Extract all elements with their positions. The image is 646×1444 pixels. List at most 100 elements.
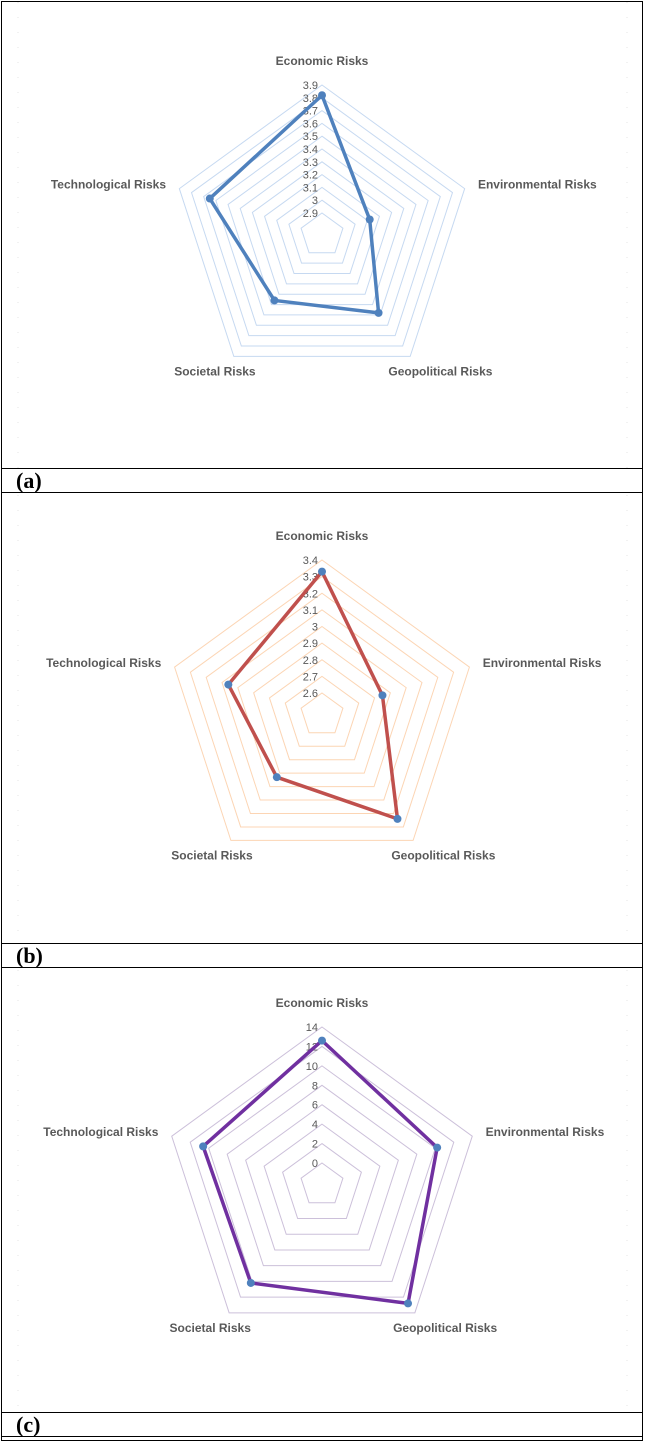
- panel-caption-c: (c): [2, 1412, 643, 1437]
- tick-label: 3.9: [303, 80, 318, 92]
- category-label: Technological Risks: [43, 1125, 158, 1139]
- category-labels: Economic Risks Environmental Risks Geopoli…: [43, 996, 604, 1335]
- data-point: [205, 194, 214, 203]
- data-point: [318, 567, 326, 576]
- data-point: [224, 680, 233, 689]
- tick-label: 3.4: [303, 144, 318, 156]
- tick-label: 3.6: [303, 118, 318, 130]
- grid-ring: [282, 1142, 362, 1220]
- tick-label: 2.6: [303, 688, 318, 700]
- category-label: Economic Risks: [276, 996, 369, 1010]
- grid-ring: [190, 97, 454, 347]
- category-labels: Economic Risks Environmental Risks Geopoli…: [46, 529, 602, 863]
- grid-ring: [263, 173, 381, 285]
- panel-c: 0 2 4 6 8 10 12 14 Economic Risks Environmental R…: [2, 970, 643, 1442]
- category-label: Geopolitical Risks: [393, 1321, 497, 1335]
- category-label: Technological Risks: [46, 656, 161, 670]
- grid-ring: [208, 1065, 436, 1282]
- tick-label: 3.4: [303, 555, 318, 567]
- tick-label: 6: [312, 1100, 318, 1112]
- series-line: [208, 93, 381, 315]
- grid-ring: [173, 559, 471, 841]
- data-point: [318, 1036, 326, 1045]
- tick-label: 14: [306, 1022, 318, 1034]
- category-label: Geopolitical Risks: [391, 849, 495, 863]
- tick-label: 2.8: [303, 655, 318, 667]
- data-point: [270, 296, 279, 305]
- grid-ring: [268, 659, 376, 761]
- data-point: [433, 1143, 442, 1152]
- sheet-gridlines: [17, 2, 628, 468]
- radar-gridlines: [178, 84, 466, 357]
- grid-ring: [203, 109, 441, 337]
- grid-ring: [245, 1104, 399, 1251]
- tick-label: 2.9: [303, 638, 318, 650]
- tick-label: 2.9: [303, 208, 318, 220]
- grid-ring: [276, 186, 368, 275]
- category-label: Environmental Risks: [478, 177, 597, 191]
- grid-ring: [215, 122, 429, 326]
- grid-ring: [288, 199, 356, 264]
- tick-label: 8: [312, 1080, 318, 1092]
- tick-label: 2: [312, 1139, 318, 1151]
- grid-ring: [300, 692, 344, 734]
- category-label: Environmental Risks: [486, 1125, 605, 1139]
- sheet-gridlines: [17, 970, 628, 1412]
- category-label: Geopolitical Risks: [388, 365, 492, 379]
- category-label: Economic Risks: [276, 529, 369, 543]
- data-point: [272, 773, 281, 782]
- category-label: Technological Risks: [51, 177, 166, 191]
- tick-label: 3.2: [303, 170, 318, 182]
- tick-label: 3.1: [303, 182, 318, 194]
- grid-ring: [226, 1084, 418, 1267]
- data-point: [318, 91, 326, 100]
- tick-label: 3: [312, 622, 318, 634]
- category-labels: Economic Risks Environmental Risks Geopoli…: [51, 54, 597, 379]
- category-label: Societal Risks: [170, 1321, 252, 1335]
- data-point: [378, 691, 387, 700]
- tick-label: 10: [306, 1061, 318, 1073]
- grid-ring: [237, 625, 407, 788]
- grid-ring: [227, 135, 417, 316]
- tick-label: 0: [312, 1158, 318, 1170]
- grid-ring: [178, 84, 466, 357]
- grid-ring: [284, 675, 360, 747]
- tick-label: 3.3: [303, 157, 318, 169]
- panel-caption-b: (b): [2, 943, 643, 968]
- data-point: [365, 215, 374, 224]
- panel-label-a: (a): [16, 468, 42, 493]
- tick-label: 2.7: [303, 671, 318, 683]
- grid-ring: [189, 576, 455, 828]
- grid-ring: [189, 1045, 455, 1298]
- category-label: Societal Risks: [171, 849, 253, 863]
- tick-label: 3.1: [303, 605, 318, 617]
- panel-a: 2.9 3 3.1 3.2 3.3 3.4 3.5 3.6 3.7 3.8 3.9 Economic …: [2, 2, 643, 495]
- grid-ring: [300, 212, 344, 254]
- grid-ring: [300, 1162, 344, 1204]
- panel-caption-a: (a): [2, 468, 643, 493]
- data-series: [199, 1036, 442, 1308]
- grid-ring: [205, 592, 439, 814]
- data-series: [224, 567, 402, 823]
- category-label: Environmental Risks: [483, 656, 602, 670]
- series-line: [201, 1038, 439, 1306]
- data-series: [205, 91, 383, 317]
- radar-gridlines: [173, 559, 471, 841]
- panel-label-b: (b): [16, 943, 43, 968]
- panel-label-c: (c): [16, 1412, 41, 1437]
- radar-gridlines: [171, 1026, 473, 1314]
- data-point: [374, 308, 383, 317]
- data-point: [246, 1278, 255, 1287]
- sheet-gridlines: [17, 495, 628, 943]
- grid-ring: [239, 148, 405, 306]
- tick-label: 4: [312, 1119, 318, 1131]
- grid-ring: [171, 1026, 473, 1314]
- panel-b: 2.6 2.7 2.8 2.9 3 3.1 3.2 3.3 3.4 Economic Risks E…: [2, 495, 643, 970]
- data-point: [393, 814, 402, 823]
- grid-ring: [263, 1123, 381, 1235]
- category-label: Societal Risks: [174, 365, 256, 379]
- tick-label: 3.5: [303, 131, 318, 143]
- radar-chart-a: 2.933.13.23.33.43.53.63.73.83.9Economic …: [17, 2, 628, 468]
